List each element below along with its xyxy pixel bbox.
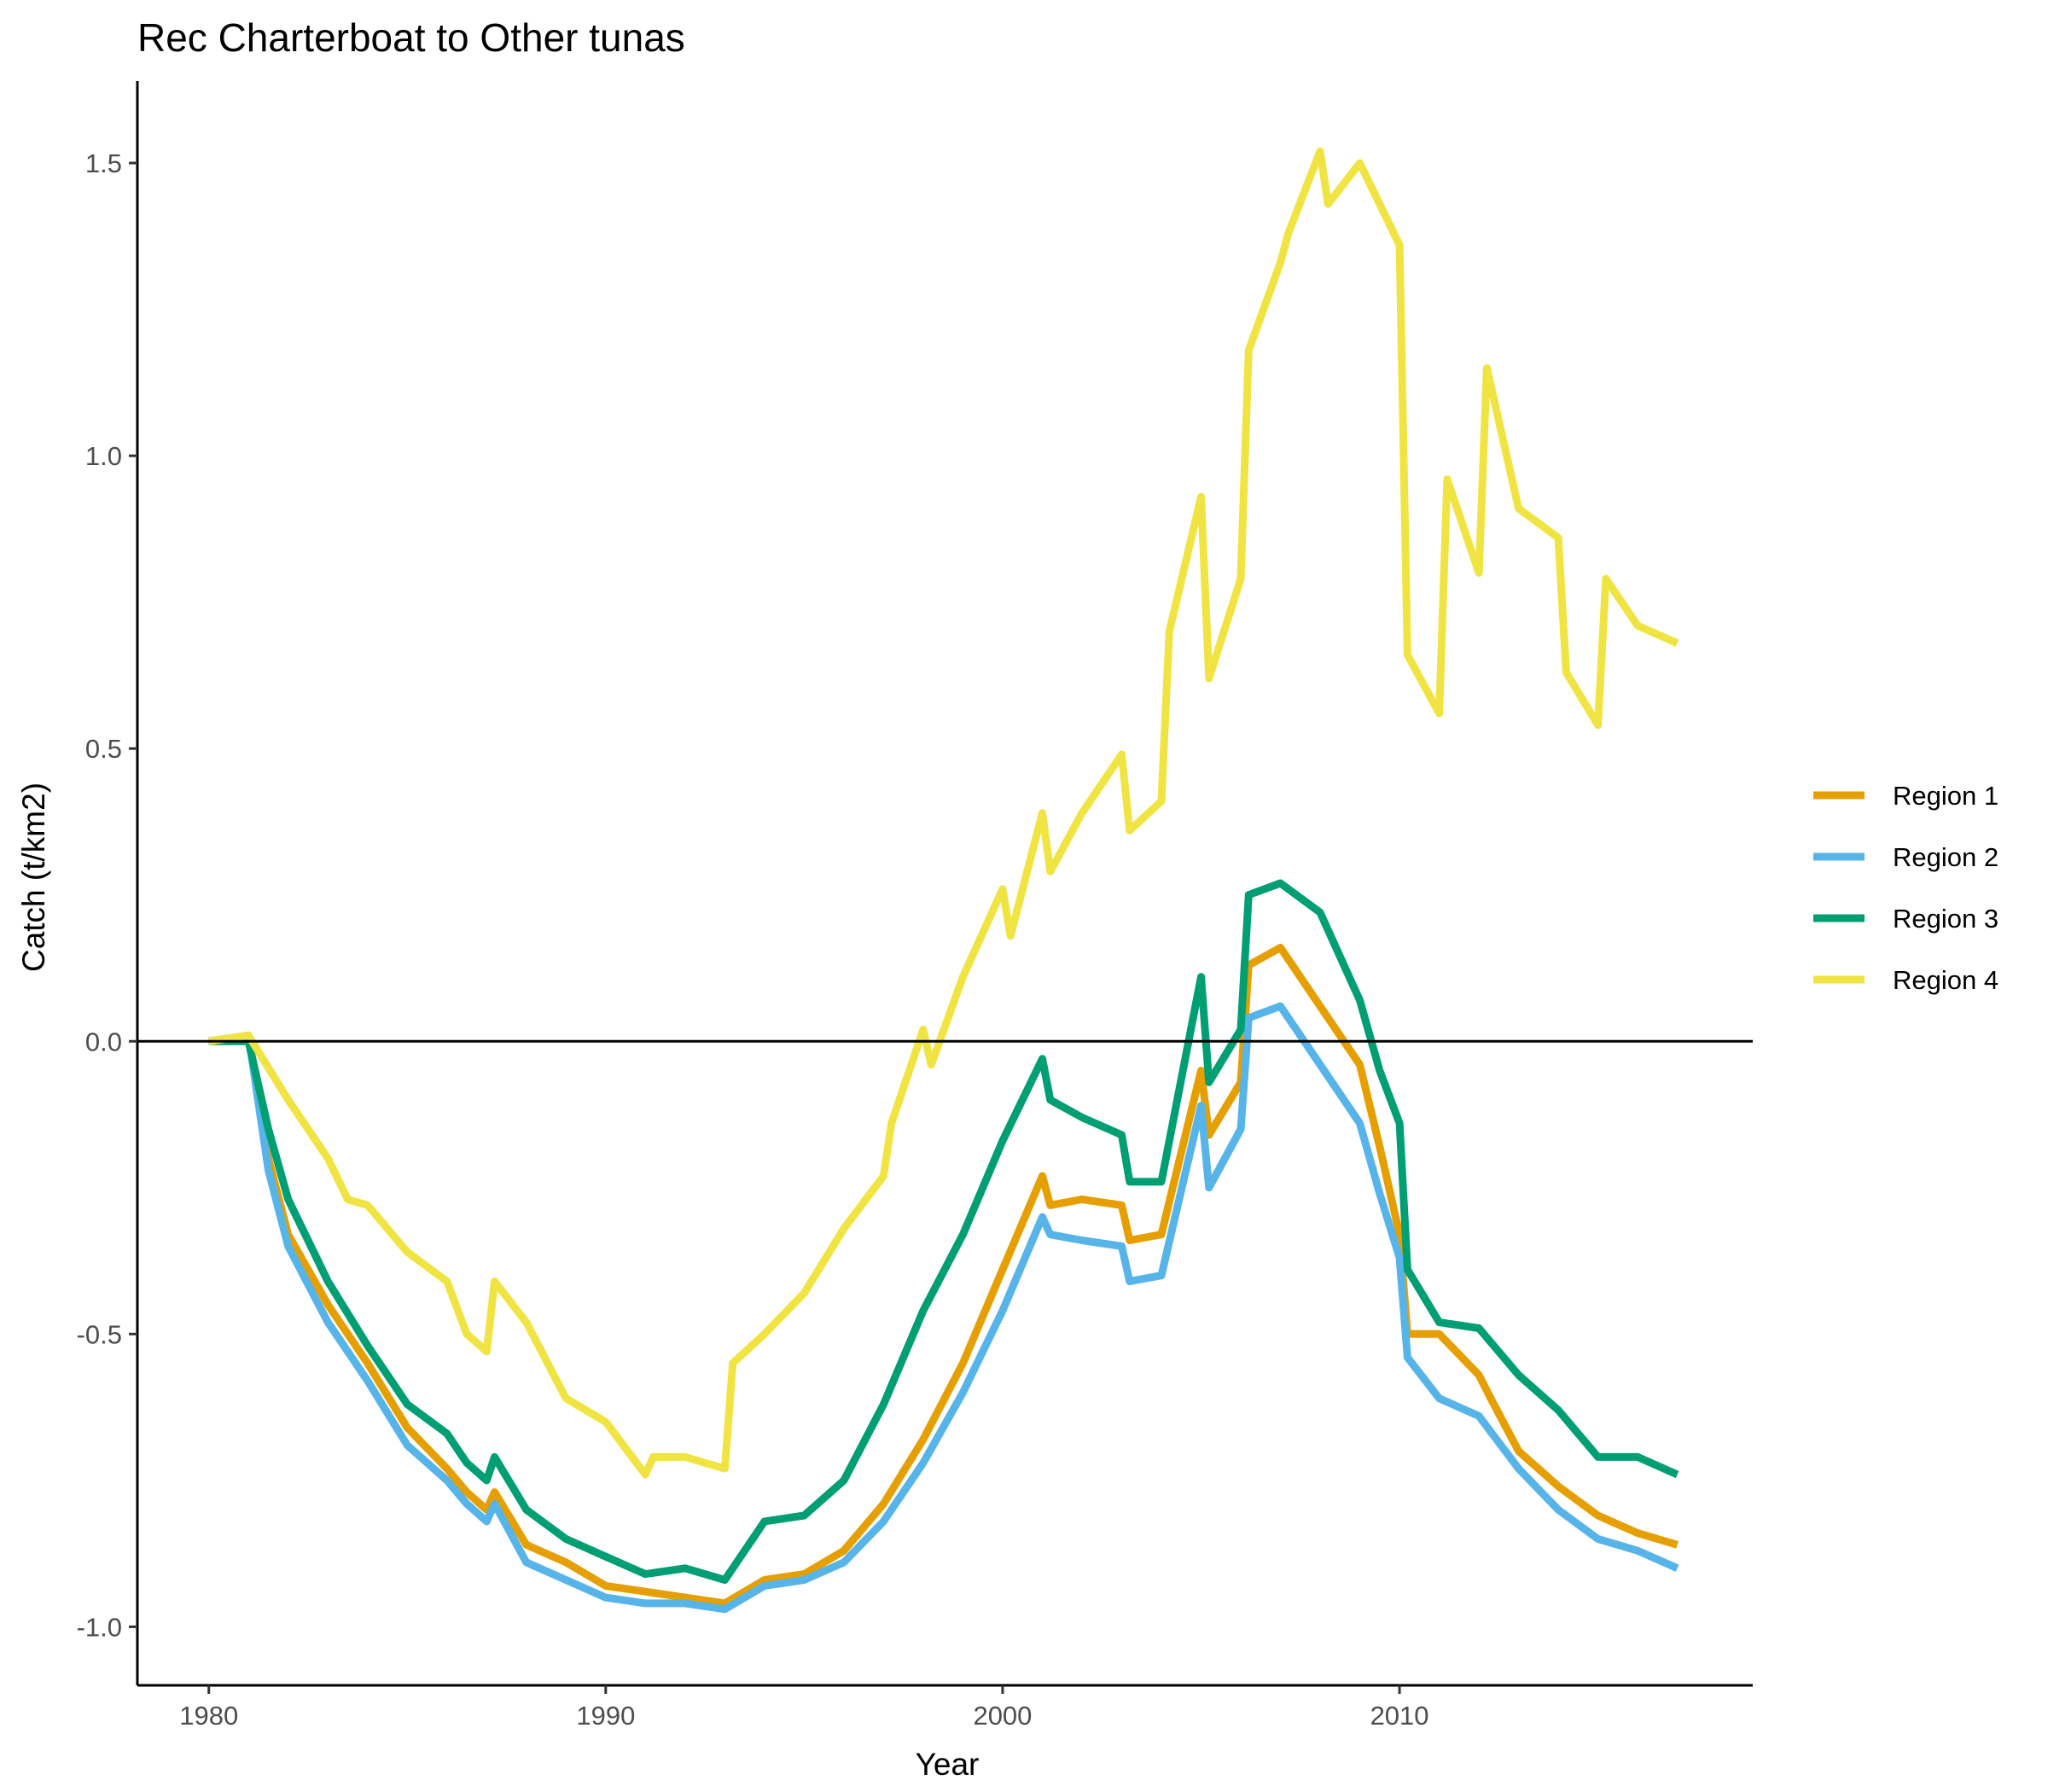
y-tick-label: 1.0 (85, 441, 122, 471)
series-line-region-1 (208, 944, 1679, 1608)
y-tick-label: 0.0 (85, 1027, 122, 1056)
series-line-region-4 (208, 147, 1679, 1479)
y-axis-ticks: -1.0 -0.5 0.0 0.5 1.0 1.5 (77, 148, 137, 1642)
y-tick-label: -0.5 (77, 1319, 122, 1349)
legend-label-region-3: Region 3 (1893, 904, 1999, 934)
legend-label-region-1: Region 1 (1893, 781, 1999, 811)
y-tick-label: -1.0 (77, 1612, 122, 1642)
x-tick-label: 1980 (179, 1701, 238, 1731)
x-tick-label: 2000 (973, 1701, 1032, 1731)
x-axis-ticks: 1980 1990 2000 2010 (179, 1685, 1429, 1731)
x-axis-title: Year (916, 1747, 980, 1782)
series-line-region-2 (208, 1002, 1679, 1614)
legend-label-region-4: Region 4 (1893, 965, 1999, 995)
y-tick-label: 0.5 (85, 734, 122, 764)
x-tick-label: 1990 (576, 1701, 635, 1731)
chart-title: Rec Charterboat to Other tunas (137, 15, 685, 60)
legend-label-region-2: Region 2 (1893, 842, 1999, 872)
legend: Region 1 Region 2 Region 3 Region 4 (1813, 781, 1999, 995)
x-tick-label: 2010 (1370, 1701, 1429, 1731)
series-layer (208, 147, 1679, 1614)
y-tick-label: 1.5 (85, 148, 122, 178)
y-axis-title: Catch (t/km2) (16, 783, 51, 972)
series-line-region-3 (208, 879, 1679, 1584)
